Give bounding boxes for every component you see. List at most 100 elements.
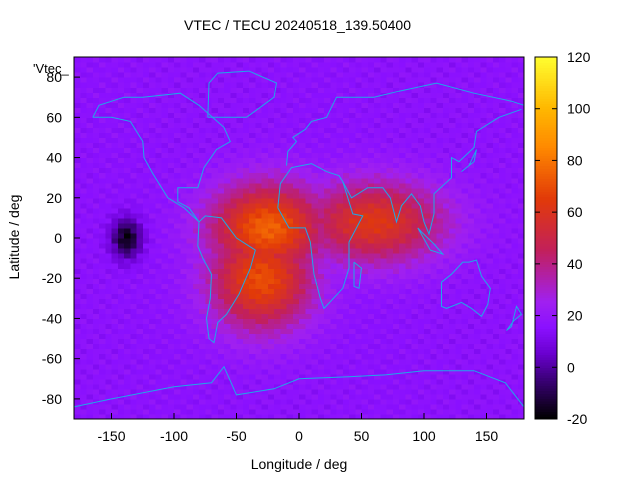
heatmap-cell	[161, 398, 169, 405]
heatmap-cell	[261, 222, 269, 229]
heatmap-cell	[361, 308, 369, 315]
heatmap-cell	[442, 97, 450, 103]
heatmap-cell	[492, 298, 500, 304]
heatmap-cell	[317, 122, 325, 128]
heatmap-cell	[311, 182, 319, 189]
heatmap-cell	[199, 378, 206, 385]
heatmap-cell	[449, 212, 456, 219]
heatmap-cell	[161, 353, 169, 360]
heatmap-cell	[355, 238, 363, 244]
heatmap-cell	[317, 227, 325, 234]
heatmap-cell	[167, 117, 175, 123]
heatmap-cell	[355, 137, 363, 144]
heatmap-cell	[499, 343, 506, 350]
heatmap-cell	[336, 177, 344, 184]
heatmap-cell	[155, 102, 163, 108]
heatmap-cell	[380, 167, 388, 174]
heatmap-cell	[99, 147, 106, 154]
heatmap-cell	[155, 393, 163, 400]
heatmap-cell	[211, 268, 219, 274]
heatmap-cell	[224, 177, 231, 184]
heatmap-cell	[86, 368, 94, 375]
heatmap-cell	[117, 338, 125, 345]
heatmap-cell	[455, 127, 463, 134]
heatmap-cell	[74, 72, 81, 78]
heatmap-cell	[486, 227, 494, 234]
heatmap-cell	[317, 177, 325, 184]
heatmap-cell	[199, 187, 206, 194]
heatmap-cell	[349, 348, 356, 355]
heatmap-cell	[411, 358, 419, 365]
heatmap-cell	[436, 157, 444, 164]
heatmap-cell	[480, 263, 488, 269]
heatmap-cell	[130, 393, 138, 400]
heatmap-cell	[205, 413, 213, 420]
heatmap-cell	[186, 112, 194, 118]
heatmap-cell	[142, 253, 150, 259]
heatmap-cell	[411, 147, 419, 154]
heatmap-cell	[386, 308, 394, 315]
heatmap-cell	[467, 363, 475, 370]
heatmap-cell	[311, 238, 319, 244]
heatmap-cell	[267, 97, 275, 103]
heatmap-cell	[105, 167, 113, 174]
heatmap-cell	[417, 152, 425, 159]
heatmap-cell	[192, 72, 200, 78]
heatmap-cell	[280, 388, 288, 395]
heatmap-cell	[192, 127, 200, 134]
heatmap-cell	[180, 408, 188, 415]
heatmap-cell	[405, 278, 413, 284]
heatmap-cell	[167, 127, 175, 134]
heatmap-cell	[436, 353, 444, 360]
heatmap-cell	[317, 328, 325, 335]
heatmap-cell	[330, 122, 338, 128]
heatmap-cell	[405, 268, 413, 274]
heatmap-cell	[424, 87, 431, 93]
heatmap-cell	[442, 152, 450, 159]
heatmap-cell	[474, 197, 481, 204]
heatmap-cell	[80, 142, 88, 149]
heatmap-cell	[92, 212, 100, 219]
heatmap-cell	[211, 393, 219, 400]
heatmap-cell	[261, 343, 269, 350]
heatmap-cell	[342, 408, 350, 415]
heatmap-cell	[186, 172, 194, 179]
heatmap-cell	[292, 373, 300, 380]
heatmap-cell	[105, 298, 113, 304]
heatmap-cell	[392, 227, 400, 234]
heatmap-cell	[274, 202, 281, 209]
heatmap-cell	[92, 383, 100, 390]
heatmap-cell	[105, 82, 113, 88]
heatmap-cell	[374, 328, 381, 335]
heatmap-cell	[330, 273, 338, 279]
heatmap-cell	[149, 107, 156, 113]
heatmap-cell	[517, 107, 525, 113]
heatmap-cell	[230, 393, 238, 400]
heatmap-cell	[149, 318, 156, 325]
heatmap-cell	[80, 263, 88, 269]
heatmap-cell	[130, 232, 138, 239]
heatmap-cell	[280, 172, 288, 179]
heatmap-cell	[367, 263, 375, 269]
heatmap-cell	[317, 152, 325, 159]
heatmap-cell	[142, 207, 150, 214]
heatmap-cell	[386, 373, 394, 380]
heatmap-cell	[461, 358, 469, 365]
heatmap-cell	[149, 232, 156, 239]
heatmap-cell	[474, 112, 481, 118]
heatmap-cell	[167, 288, 175, 294]
heatmap-cell	[461, 127, 469, 134]
heatmap-cell	[130, 293, 138, 299]
heatmap-cell	[286, 77, 294, 83]
heatmap-cell	[330, 393, 338, 400]
heatmap-cell	[111, 132, 119, 139]
heatmap-cell	[255, 97, 263, 103]
heatmap-cell	[499, 338, 506, 345]
heatmap-cell	[111, 102, 119, 108]
heatmap-cell	[186, 157, 194, 164]
heatmap-cell	[455, 338, 463, 345]
heatmap-cell	[324, 227, 331, 234]
heatmap-cell	[342, 232, 350, 239]
heatmap-cell	[299, 408, 306, 415]
heatmap-cell	[292, 202, 300, 209]
